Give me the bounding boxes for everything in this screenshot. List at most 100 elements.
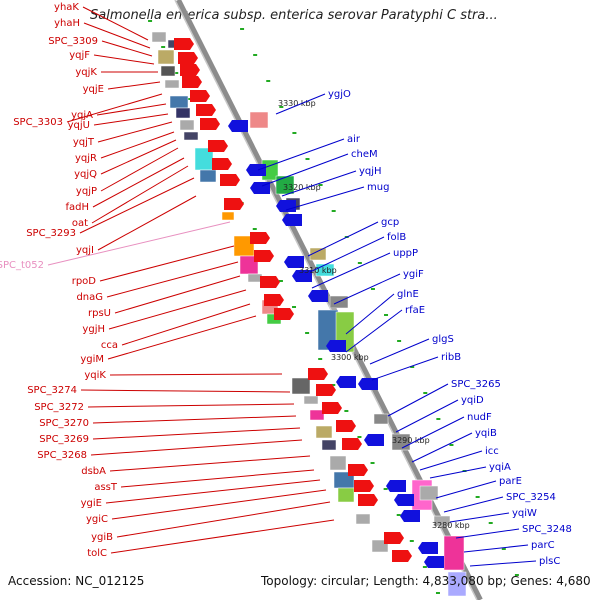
leader-line bbox=[87, 403, 295, 408]
gene-arrow-reverse bbox=[358, 378, 378, 390]
gene-label-glne: glnE bbox=[397, 289, 419, 300]
gene-label-spc-3268: SPC_3268 bbox=[37, 450, 87, 461]
gene-label-spc-3309: SPC_3309 bbox=[48, 36, 98, 47]
tick-mark bbox=[409, 540, 414, 542]
tick-mark bbox=[370, 462, 375, 464]
gene-arrow-forward bbox=[348, 464, 368, 476]
gene-arrow-forward bbox=[260, 276, 280, 288]
leader-line bbox=[114, 275, 241, 314]
leader-line bbox=[101, 40, 153, 57]
gene-feature bbox=[179, 119, 195, 131]
tick-mark bbox=[292, 306, 297, 308]
leader-line bbox=[281, 170, 357, 197]
gene-label-spc-3293: SPC_3293 bbox=[26, 228, 76, 239]
gene-arrow-reverse bbox=[308, 290, 328, 302]
leader-line bbox=[401, 416, 465, 449]
tick-mark bbox=[435, 592, 440, 594]
gene-arrow-forward bbox=[220, 174, 240, 186]
gene-label-spc-t052: SPC_t052 bbox=[0, 260, 44, 271]
gene-arrow-reverse bbox=[364, 434, 384, 446]
gene-label-yqje: yqjE bbox=[83, 84, 104, 95]
leader-line bbox=[387, 383, 449, 417]
leader-line bbox=[110, 519, 335, 554]
gene-label-ygjo: ygjO bbox=[328, 89, 351, 100]
gene-feature bbox=[247, 273, 263, 283]
gene-label-ribb: ribB bbox=[441, 352, 461, 363]
gene-feature bbox=[249, 111, 269, 129]
leader-line bbox=[307, 221, 379, 257]
leader-line bbox=[82, 6, 149, 41]
gene-arrow-forward bbox=[180, 64, 200, 76]
tick-mark bbox=[514, 574, 519, 576]
tick-mark bbox=[397, 340, 402, 342]
tick-mark bbox=[436, 418, 441, 420]
gene-label-ygif: ygiF bbox=[403, 269, 424, 280]
gene-feature bbox=[164, 79, 180, 89]
leader-line bbox=[79, 177, 195, 234]
leader-line bbox=[345, 309, 403, 353]
gene-arrow-forward bbox=[336, 420, 356, 432]
tick-mark bbox=[488, 522, 493, 524]
gene-label-spc-3248: SPC_3248 bbox=[522, 524, 572, 535]
gene-feature bbox=[175, 107, 191, 119]
gene-arrow-forward bbox=[224, 198, 244, 210]
tick-mark bbox=[357, 436, 362, 438]
leader-line bbox=[106, 261, 239, 298]
gene-label-yqju: yqjU bbox=[68, 120, 90, 131]
gene-label-spc-3303: SPC_3303 bbox=[13, 117, 63, 128]
gene-feature bbox=[329, 455, 347, 471]
gene-arrow-forward bbox=[342, 438, 362, 450]
gene-label-yhak: yhaK bbox=[54, 2, 79, 13]
accession-label: Accession: NC_012125 bbox=[8, 574, 145, 588]
leader-line bbox=[121, 303, 251, 346]
tick-mark bbox=[148, 20, 153, 22]
gene-label-yqjp: yqjP bbox=[76, 186, 97, 197]
gene-label-gcp: gcp bbox=[381, 217, 399, 228]
gene-label-yqiw: yqiW bbox=[512, 508, 537, 519]
gene-label-pare: parE bbox=[499, 476, 522, 487]
gene-arrow-forward bbox=[250, 232, 270, 244]
gene-feature bbox=[160, 65, 176, 77]
leader-line bbox=[100, 139, 177, 175]
gene-feature bbox=[221, 211, 235, 221]
gene-feature bbox=[373, 413, 389, 425]
gene-arrow-forward bbox=[384, 532, 404, 544]
gene-label-spc-3270: SPC_3270 bbox=[39, 418, 89, 429]
gene-label-glgs: glgS bbox=[432, 334, 454, 345]
gene-label-ygib: ygiB bbox=[91, 532, 113, 543]
tick-mark bbox=[279, 106, 284, 108]
leader-line bbox=[111, 489, 327, 520]
gene-feature bbox=[275, 175, 295, 195]
leader-line bbox=[257, 138, 345, 171]
leader-line bbox=[395, 399, 459, 433]
leader-line bbox=[109, 373, 283, 376]
leader-line bbox=[285, 186, 365, 211]
genome-title: Salmonella enterica subsp. enterica sero… bbox=[90, 8, 498, 23]
gene-arrow-forward bbox=[254, 250, 274, 262]
gene-label-tolc: tolC bbox=[87, 548, 107, 559]
leader-line bbox=[429, 466, 487, 479]
tick-mark bbox=[318, 184, 323, 186]
gene-arrow-forward bbox=[200, 118, 220, 130]
gene-label-parc: parC bbox=[531, 540, 555, 551]
leader-line bbox=[108, 289, 247, 330]
gene-label-ygic: ygiC bbox=[86, 514, 108, 525]
tick-mark bbox=[266, 80, 271, 82]
kbp-tick-label: 3290 kbp bbox=[392, 436, 430, 445]
tick-mark bbox=[252, 228, 257, 230]
gene-arrow-reverse bbox=[418, 542, 438, 554]
kbp-tick-label: 3320 kbp bbox=[283, 183, 321, 192]
gene-arrow-forward bbox=[182, 76, 202, 88]
tick-mark bbox=[305, 332, 310, 334]
leader-line bbox=[261, 153, 349, 187]
tick-mark bbox=[344, 410, 349, 412]
tick-mark bbox=[318, 358, 323, 360]
gene-feature bbox=[157, 49, 175, 65]
gene-arrow-forward bbox=[212, 158, 232, 170]
leader-line bbox=[309, 236, 385, 273]
gene-feature bbox=[169, 95, 189, 109]
leader-line bbox=[463, 544, 529, 553]
gene-arrow-forward bbox=[322, 402, 342, 414]
leader-line bbox=[47, 221, 231, 266]
gene-arrow-reverse bbox=[282, 214, 302, 226]
